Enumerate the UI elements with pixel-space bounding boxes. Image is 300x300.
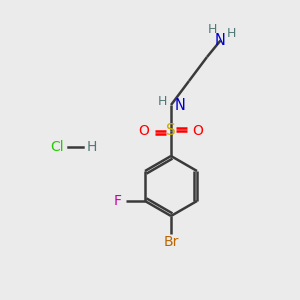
Text: O: O: [139, 124, 149, 137]
Text: H: H: [86, 140, 97, 154]
Text: N: N: [215, 33, 226, 48]
Text: S: S: [166, 123, 176, 138]
Text: Br: Br: [163, 235, 179, 249]
Text: H: H: [227, 27, 237, 40]
Text: O: O: [193, 124, 203, 137]
Text: H: H: [207, 22, 217, 36]
Text: Cl: Cl: [50, 140, 64, 154]
Text: N: N: [175, 98, 185, 112]
Text: H: H: [157, 95, 167, 108]
Text: F: F: [114, 194, 122, 208]
